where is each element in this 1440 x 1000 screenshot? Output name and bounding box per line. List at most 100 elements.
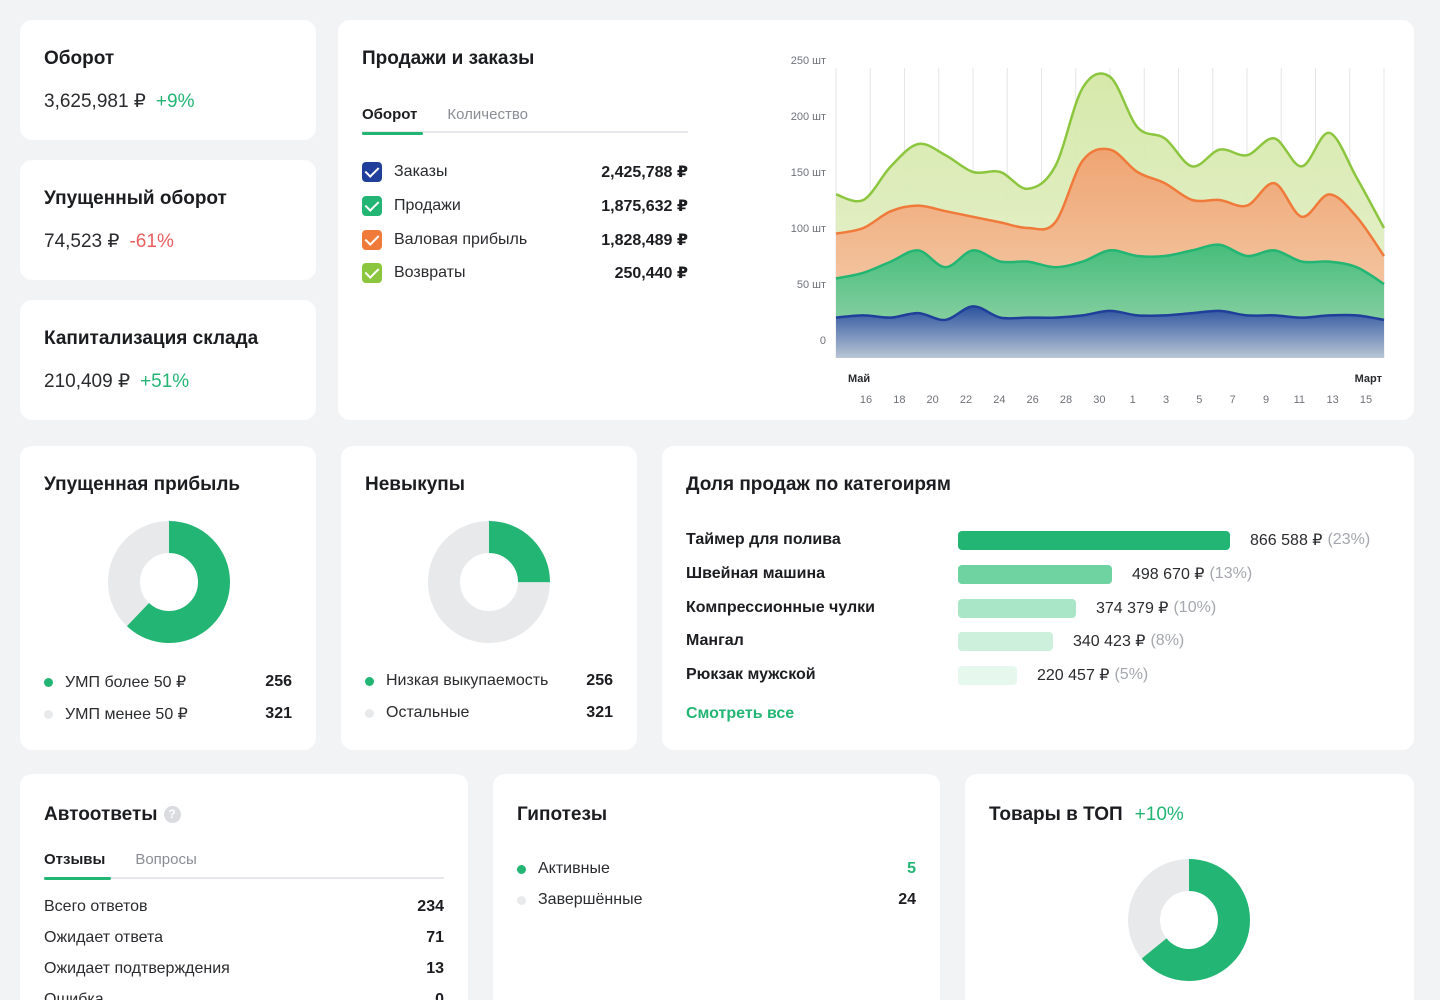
hypotheses-title: Гипотезы — [517, 804, 608, 825]
stat-value: 13 — [426, 960, 444, 977]
kpi-amount: 210,409 ₽ — [44, 371, 131, 392]
legend-dot — [517, 864, 526, 874]
y-tick-label: 0 — [820, 335, 826, 347]
legend-item[interactable]: Активные 5 — [517, 860, 916, 878]
kpi-title: Оборот — [44, 48, 115, 69]
legend-item: Низкая выкупаемость 256 — [365, 672, 613, 690]
category-row[interactable]: Швейная машина 498 670 ₽ (13%) — [686, 562, 1384, 586]
tab-reviews[interactable]: Отзывы — [44, 851, 112, 880]
returns-title: Невыкупы — [365, 474, 465, 495]
legend-label: Завершённые — [538, 891, 643, 908]
x-tick-label: 13 — [1327, 394, 1339, 406]
legend-item: Остальные 321 — [365, 704, 613, 722]
category-percent: (5%) — [1114, 666, 1149, 683]
month-label: Март — [1355, 373, 1383, 385]
legend-label: УМП менее 50 ₽ — [65, 706, 188, 723]
stat-value: 0 — [435, 991, 444, 1000]
legend-label: Активные — [538, 860, 610, 877]
x-tick-label: 18 — [893, 394, 905, 406]
kpi-title: Капитализация склада — [44, 328, 259, 349]
category-bar — [958, 598, 1076, 618]
autoreplies-tabs: Отзывы Вопросы — [44, 851, 197, 880]
x-tick-label: 15 — [1360, 394, 1372, 406]
category-row[interactable]: Таймер для полива 866 588 ₽ (23%) — [686, 528, 1384, 552]
x-tick-label: 3 — [1163, 394, 1169, 406]
tab-quantity[interactable]: Количество — [447, 106, 528, 123]
category-bar — [958, 665, 1017, 685]
x-tick-label: 20 — [927, 394, 939, 406]
legend-returns[interactable]: Возвраты 250,440 ₽ — [362, 261, 688, 285]
x-tick-label: 5 — [1196, 394, 1202, 406]
checkbox-icon[interactable] — [362, 263, 382, 283]
tab-turnover[interactable]: Оборот — [362, 106, 424, 135]
categories-title: Доля продаж по категоирям — [686, 474, 951, 495]
category-row[interactable]: Компрессионные чулки 374 379 ₽ (10%) — [686, 596, 1384, 620]
legend-label: Заказы — [394, 163, 448, 180]
category-row[interactable]: Мангал 340 423 ₽ (8%) — [686, 629, 1384, 653]
legend-dot — [365, 676, 374, 686]
legend-count: 5 — [907, 860, 916, 877]
y-tick-label: 150 шт — [791, 167, 826, 179]
x-tick-label: 28 — [1060, 394, 1072, 406]
legend-gross-profit[interactable]: Валовая прибыль 1,828,489 ₽ — [362, 228, 688, 252]
legend-label: Валовая прибыль — [394, 231, 528, 248]
stat-row: Ошибка 0 — [44, 991, 444, 1000]
stat-label: Ошибка — [44, 991, 104, 1000]
stat-label: Ожидает подтверждения — [44, 960, 230, 977]
lost-profit-donut — [108, 521, 230, 643]
x-tick-label: 9 — [1263, 394, 1269, 406]
checkbox-icon[interactable] — [362, 230, 382, 250]
category-percent: (23%) — [1327, 531, 1371, 548]
category-amount: 866 588 ₽ — [1250, 532, 1323, 549]
x-tick-label: 1 — [1130, 394, 1136, 406]
kpi-delta: +51% — [140, 371, 190, 392]
returns-card: Невыкупы Низкая выкупаемость 256 Остальн… — [341, 446, 637, 750]
stat-row: Ожидает подтверждения 13 — [44, 960, 444, 978]
sales-title: Продажи и заказы — [362, 48, 535, 69]
legend-item: УМП более 50 ₽ 256 — [44, 672, 292, 692]
category-name: Рюкзак мужской — [686, 666, 816, 683]
stat-value: 71 — [426, 929, 444, 946]
series-line[interactable] — [835, 305, 1385, 322]
help-icon[interactable]: ? — [163, 806, 181, 823]
kpi-title: Упущенный оборот — [44, 188, 227, 209]
checkbox-icon[interactable] — [362, 196, 382, 216]
y-tick-label: 200 шт — [791, 111, 826, 123]
series-line[interactable] — [835, 72, 1386, 229]
top-goods-card: Товары в ТОП +10% — [965, 774, 1414, 1000]
kpi-card-lost-turnover: Упущенный оборот 74,523 ₽ -61% — [20, 160, 316, 280]
category-amount: 374 379 ₽ — [1096, 600, 1169, 617]
legend-value: 1,828,489 ₽ — [601, 232, 688, 249]
category-bar — [958, 564, 1112, 584]
kpi-value: 210,409 ₽ +51% — [44, 370, 189, 393]
legend-count: 321 — [265, 705, 292, 722]
categories-card: Доля продаж по категоирям Таймер для пол… — [662, 446, 1414, 750]
legend-item[interactable]: Завершённые 24 — [517, 891, 916, 909]
returns-donut — [428, 521, 550, 643]
category-row[interactable]: Рюкзак мужской 220 457 ₽ (5%) — [686, 663, 1384, 687]
legend-item: УМП менее 50 ₽ 321 — [44, 704, 292, 724]
y-tick-label: 250 шт — [791, 55, 826, 67]
legend-label: Продажи — [394, 197, 461, 214]
legend-sales[interactable]: Продажи 1,875,632 ₽ — [362, 194, 688, 218]
legend-value: 1,875,632 ₽ — [601, 198, 688, 215]
sales-tabs: Оборот Количество — [362, 106, 528, 135]
legend-orders[interactable]: Заказы 2,425,788 ₽ — [362, 160, 688, 184]
legend-count: 256 — [265, 673, 292, 690]
tab-questions[interactable]: Вопросы — [135, 851, 197, 868]
top-goods-header: Товары в ТОП +10% — [989, 804, 1184, 826]
series-line[interactable] — [835, 147, 1386, 257]
sales-area-chart: 0 50 шт 100 шт 150 шт 200 шт 250 шт Май Март 16 1… — [791, 55, 1386, 406]
donut-segment — [1128, 859, 1250, 981]
legend-dot — [44, 709, 53, 719]
kpi-amount: 74,523 ₽ — [44, 231, 120, 252]
checkbox-icon[interactable] — [362, 162, 382, 182]
legend-count: 256 — [586, 672, 613, 689]
chart-areas — [835, 72, 1386, 358]
legend-label: УМП более 50 ₽ — [65, 674, 187, 691]
x-tick-label: 24 — [993, 394, 1005, 406]
series-line[interactable] — [835, 243, 1385, 286]
legend-count: 24 — [898, 891, 916, 908]
see-all-link[interactable]: Смотреть все — [686, 705, 795, 722]
top-goods-donut — [1128, 859, 1250, 981]
